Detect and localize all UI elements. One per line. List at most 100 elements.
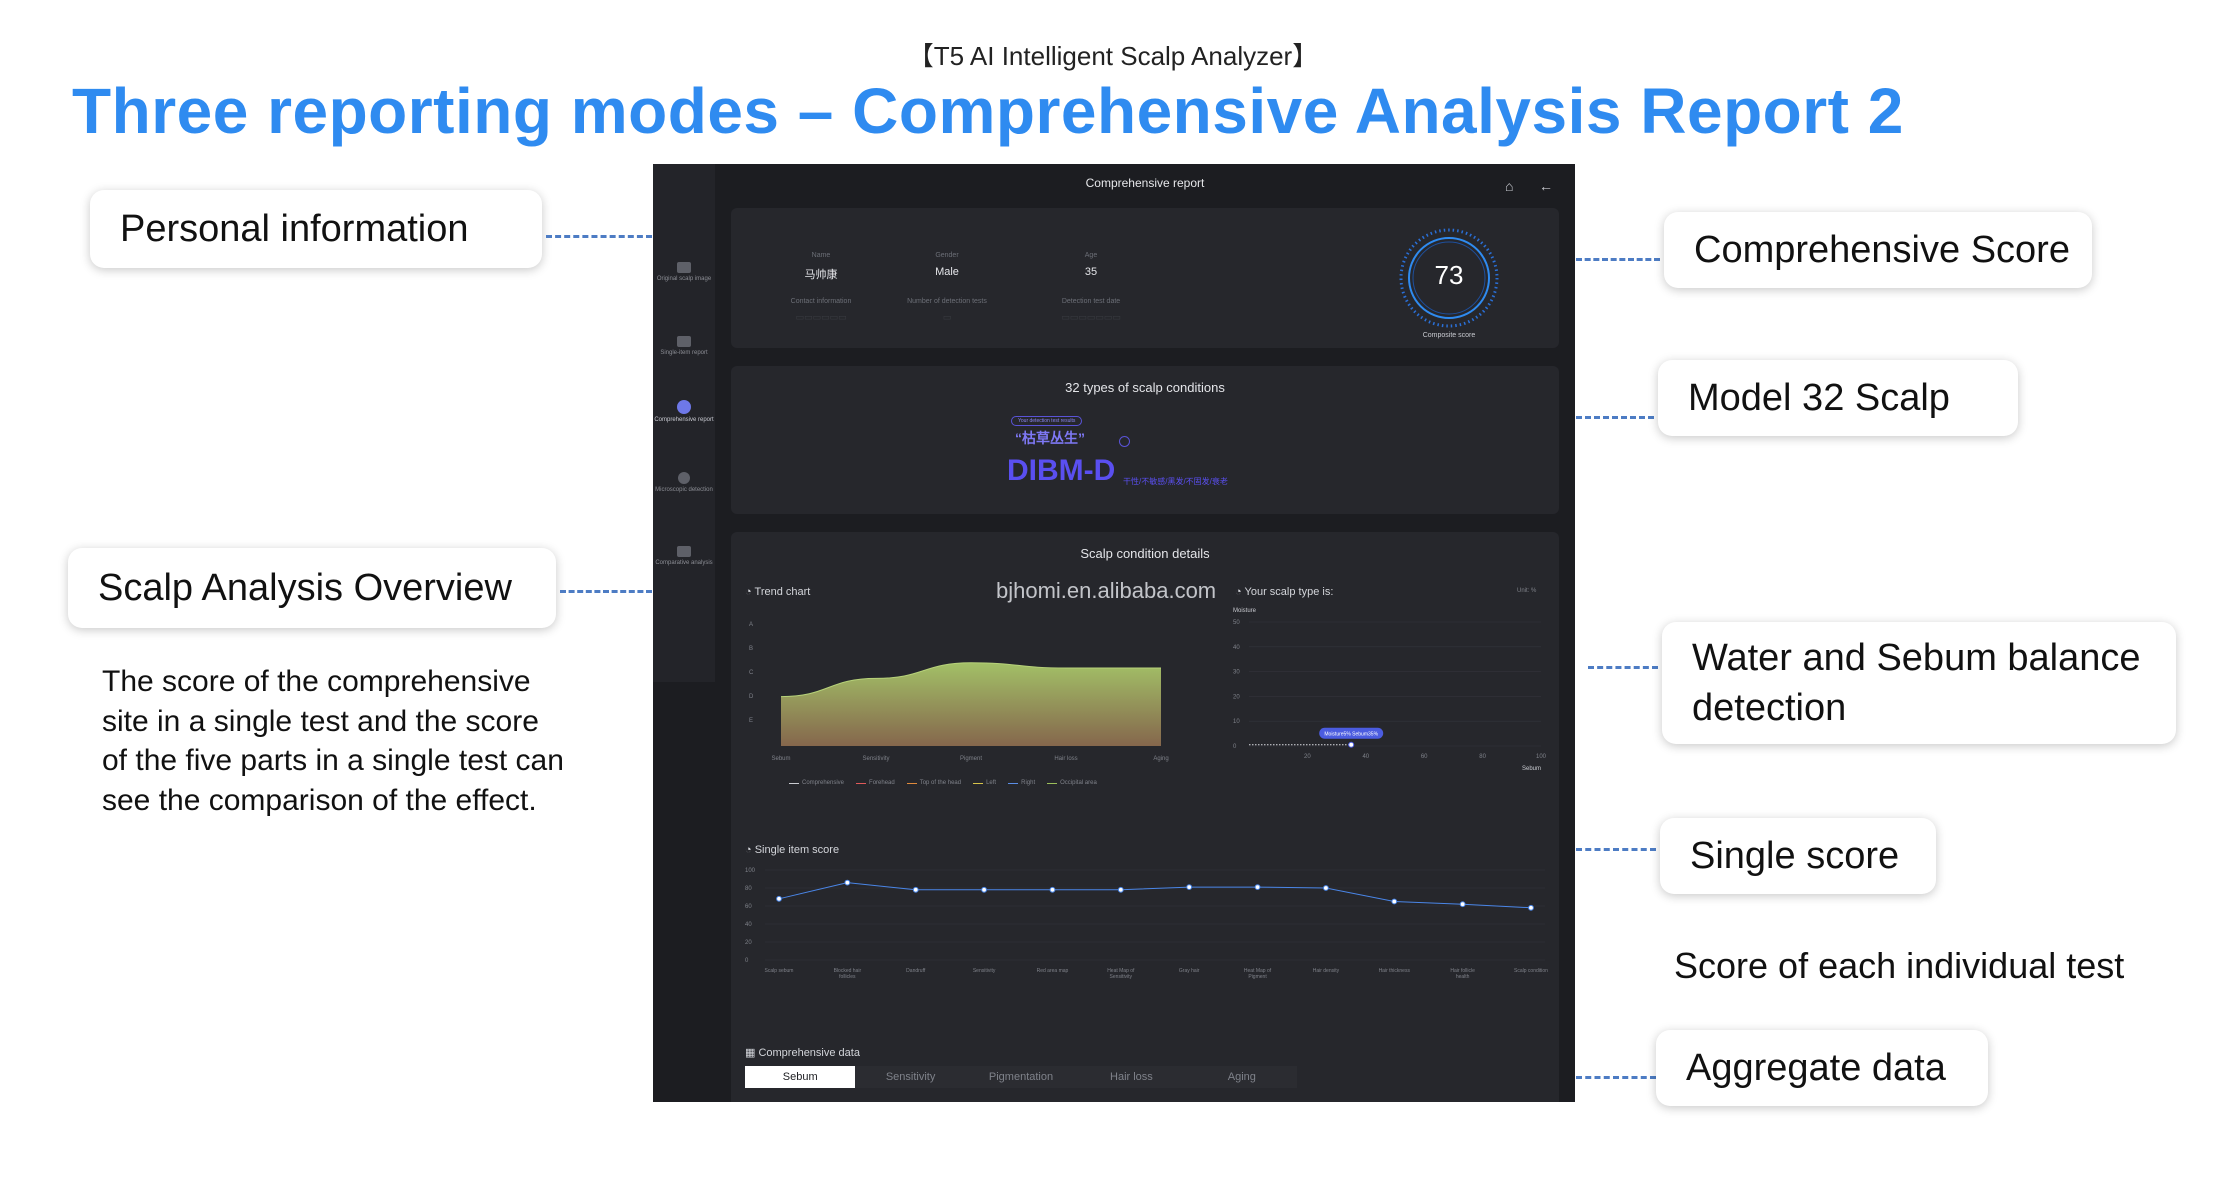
trend-x-tick: Aging <box>1153 756 1168 762</box>
callout-label: Single score <box>1690 834 1900 877</box>
score-point <box>844 879 851 886</box>
legend-swatch <box>906 782 917 784</box>
score-point <box>776 895 782 902</box>
screen-title: Comprehensive report <box>1085 176 1205 190</box>
tab-sensitivity[interactable]: Sensitivity <box>885 1071 936 1083</box>
scalp-type-code: DIBM-D <box>1007 454 1116 487</box>
single-item-chart: 0 20 40 60 80 100 Scalp sebum Blocked hair folli… <box>745 868 1548 980</box>
score-point <box>1049 886 1056 893</box>
sidebar: Original scalp image Single-item report … <box>653 164 715 682</box>
legend-item: Occipital area <box>1047 780 1097 786</box>
y-tick: 100 <box>745 868 756 874</box>
score-value: 73 <box>1434 260 1464 290</box>
tab-hair-loss[interactable]: Hair loss <box>1110 1071 1153 1083</box>
x-tick-line: Sensitivity <box>1110 974 1133 980</box>
unit-label: Unit: % <box>1517 588 1537 594</box>
sidebar-item-single-report[interactable]: Single-item report <box>653 336 715 357</box>
image-icon <box>677 262 691 273</box>
gender-value: Male <box>935 266 959 278</box>
x-tick-line: Heat Map of <box>1107 968 1135 974</box>
age-label: Age <box>1084 252 1098 259</box>
watermark: bjhomi.en.alibaba.com <box>996 578 1217 603</box>
report-icon <box>677 336 691 347</box>
score-point <box>1528 904 1534 911</box>
test-count-label: Number of detection tests <box>907 298 987 305</box>
trend-x-tick: Sebum <box>771 756 790 762</box>
sidebar-item-label: Comparative analysis <box>655 560 713 566</box>
legend-label: Right <box>1021 780 1036 786</box>
x-axis-label: Sebum <box>1522 766 1541 772</box>
connector-line <box>560 590 652 593</box>
home-icon[interactable]: ⌂ <box>1505 178 1514 194</box>
y-tick: 80 <box>745 886 752 892</box>
trend-legend: Comprehensive Forehead Top of the head Left… <box>789 780 1097 786</box>
x-tick-line: Dandruff <box>906 968 926 974</box>
x-tick: Heat Map of Pigment <box>1244 968 1272 980</box>
single-item-title-text: Single item score <box>754 844 840 856</box>
legend-item: Right <box>1008 780 1035 786</box>
connector-line <box>1576 416 1654 419</box>
tab-sebum[interactable]: Sebum <box>745 1066 856 1088</box>
x-tick: Hair follicle health <box>1450 968 1475 980</box>
connector-line <box>1576 258 1660 261</box>
x-tick-line: Scalp condition <box>1514 968 1548 974</box>
tab-aging[interactable]: Aging <box>1227 1071 1256 1083</box>
x-tick: Scalp sebum <box>765 968 794 974</box>
trend-y-tick: E <box>749 718 753 724</box>
y-tick: 0 <box>1233 744 1237 750</box>
sidebar-item-comparative[interactable]: Comparative analysis <box>653 546 715 567</box>
trend-chart-title-text: Trend chart <box>754 586 811 598</box>
trend-y-tick: D <box>749 694 754 700</box>
details-title: Scalp condition details <box>1080 546 1210 561</box>
result-badge: Your detection test results <box>1011 416 1083 426</box>
y-tick: 40 <box>1233 645 1240 651</box>
pie-icon <box>677 400 691 414</box>
legend-label: Forehead <box>869 780 895 786</box>
back-arrow-icon[interactable]: ← <box>1539 178 1553 194</box>
score-point <box>1323 885 1329 891</box>
scalp-type-tags: 干性/不敏感/黑发/不固发/衰老 <box>1123 477 1228 486</box>
marker-tooltip-text: Moisture5% Sebum35% <box>1324 731 1378 737</box>
single-score-note: Score of each individual test <box>1674 945 2125 986</box>
sidebar-item-original-image[interactable]: Original scalp image <box>653 262 715 283</box>
name-label: Name <box>811 252 831 259</box>
scalp-type-chart: Moisture 0 10 20 30 40 50 20 40 60 80 100 Sebum Moist… <box>1233 608 1547 772</box>
score-point <box>981 886 987 893</box>
x-tick: Red area map <box>1037 968 1069 974</box>
sidebar-item-comprehensive-report[interactable]: Comprehensive report <box>653 400 715 424</box>
scalp-type-name: “枯草丛生” <box>1015 430 1085 446</box>
score-point <box>1117 886 1124 893</box>
x-tick-line: Hair density <box>1313 968 1340 974</box>
y-tick: 60 <box>745 904 752 910</box>
y-tick: 20 <box>745 940 752 946</box>
x-tick: Dandruff <box>906 968 926 974</box>
sidebar-item-microscopic[interactable]: Microscopic detection <box>653 472 715 494</box>
callout-label: Personal information <box>120 207 469 250</box>
tab-pigmentation[interactable]: Pigmentation <box>988 1071 1054 1083</box>
y-tick: 40 <box>745 922 752 928</box>
contact-label: Contact information <box>790 298 852 305</box>
overview-note: The score of the comprehensive site in a… <box>102 665 564 817</box>
legend-item: Forehead <box>856 780 895 786</box>
y-axis-label: Moisture <box>1233 608 1257 614</box>
x-tick: 40 <box>1362 754 1369 760</box>
page-title: Three reporting modes – Comprehensive An… <box>72 75 1904 147</box>
connector-line <box>1588 666 1658 669</box>
contact-value-redacted: ▭▭▭▭▭▭ <box>795 312 847 322</box>
y-tick: 30 <box>1233 670 1240 676</box>
x-tick-line: Hair follicle <box>1450 968 1475 974</box>
x-tick: 80 <box>1479 754 1486 760</box>
callout-label: Scalp Analysis Overview <box>98 566 512 609</box>
info-icon[interactable] <box>1119 436 1130 447</box>
comprehensive-tabs: Sebum Sensitivity Pigmentation Hair loss… <box>745 1066 1297 1088</box>
x-tick-line: Blocked hair <box>834 968 862 974</box>
x-tick: 60 <box>1421 754 1428 760</box>
legend-swatch <box>1047 782 1058 784</box>
legend-item: Top of the head <box>906 780 961 786</box>
legend-swatch <box>1008 782 1019 784</box>
app-screen: Original scalp image Single-item report … <box>653 164 1575 1102</box>
trend-chart: A B C D E Sebum Sensitivity Pigment Hair loss Agi… <box>749 622 1169 762</box>
x-tick-line: health <box>1456 974 1470 980</box>
x-tick: Gray hair <box>1179 968 1200 974</box>
scalp-types-panel: 32 types of scalp conditions Your detect… <box>731 366 1559 514</box>
